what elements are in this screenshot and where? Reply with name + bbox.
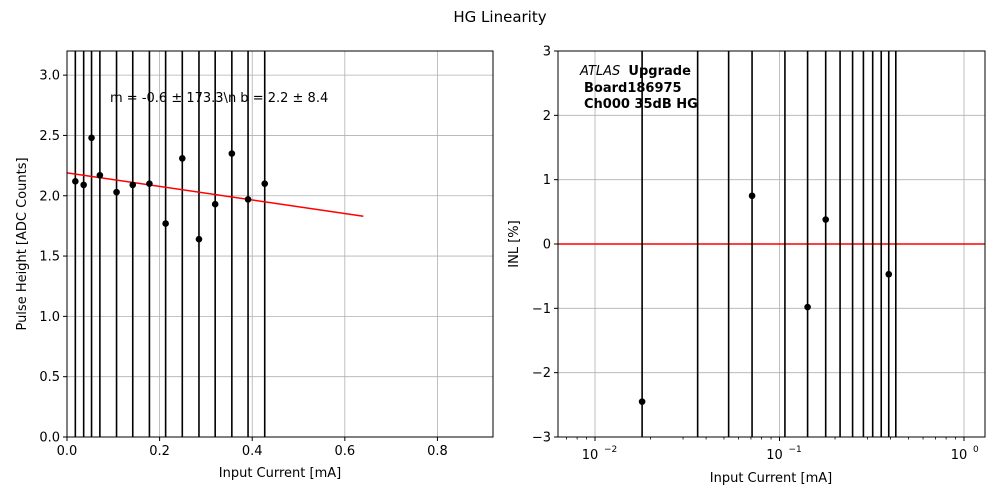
axes-frame <box>557 50 986 438</box>
y-tick-label: −2 <box>532 366 551 381</box>
y-tick-label: −3 <box>532 431 551 446</box>
x-axis-label: Input Current [mA] <box>219 466 341 481</box>
y-axis-label: Pulse Height [ADC Counts] <box>15 157 30 330</box>
x-tick-label: 0.6 <box>334 444 355 459</box>
x-tick-label: 10 <box>582 448 599 463</box>
data-point <box>113 188 120 196</box>
y-tick-label: 1.0 <box>39 310 60 325</box>
data-point <box>804 303 811 311</box>
x-tick-label: 10 <box>951 448 968 463</box>
x-tick-exponent: −2 <box>604 445 617 455</box>
data-point <box>822 216 829 223</box>
data-point <box>96 171 104 179</box>
data-point <box>88 134 95 142</box>
upgrade-label: Upgrade <box>628 64 691 79</box>
data-point <box>129 181 137 189</box>
y-tick-label: 0.5 <box>39 370 60 385</box>
data-point <box>228 150 236 157</box>
data-point <box>748 192 756 200</box>
fit-line-group <box>66 172 364 217</box>
data-point <box>885 270 893 278</box>
data-point <box>244 196 252 203</box>
data-point <box>162 220 169 227</box>
atlas-label: ATLAS <box>579 64 620 79</box>
y-tick-label: 1 <box>543 173 551 188</box>
atlas-annotation: ATLAS Upgrade <box>579 64 691 79</box>
x-tick-exponent: −1 <box>788 445 801 455</box>
y-tick-label: 0.0 <box>39 431 60 446</box>
data-point <box>178 155 186 162</box>
data-points <box>638 192 893 405</box>
y-tick-label: 2 <box>543 109 551 124</box>
data-point <box>72 177 79 185</box>
plot-area <box>67 51 493 437</box>
x-tick-label: 0.0 <box>57 444 78 459</box>
linearity-panel: 0.0 0.2 0.4 0.6 0.8 0.0 0.5 1.0 1.5 2.0 2.5 3.0 m =… <box>15 50 494 481</box>
board-label: Board186975 <box>584 81 682 96</box>
x-tick-exponent: 0 <box>973 445 979 455</box>
x-axis-label: Input Current [mA] <box>710 471 832 486</box>
data-points <box>72 134 269 243</box>
channel-label: Ch000 35dB HG <box>584 97 698 112</box>
tick-labels: 10 −2 10 −1 10 0 −3 −2 −1 0 1 2 3 <box>532 45 979 464</box>
fit-line <box>66 172 364 217</box>
y-tick-label: 3 <box>543 45 551 60</box>
tick-labels: 0.0 0.2 0.4 0.6 0.8 0.0 0.5 1.0 1.5 2.0 2.5 3.0 <box>39 69 447 459</box>
y-tick-label: 2.0 <box>39 189 60 204</box>
data-point <box>211 200 219 208</box>
data-point <box>146 180 153 187</box>
y-tick-label: 0 <box>543 238 551 253</box>
x-tick-label: 0.2 <box>149 444 170 459</box>
data-point <box>80 181 87 189</box>
y-tick-label: −1 <box>532 302 551 317</box>
data-point <box>195 235 203 243</box>
fit-annotation: m = -0.6 ± 173.3\n b = 2.2 ± 8.4 <box>110 91 328 106</box>
axes-frame <box>66 50 494 438</box>
data-point <box>638 398 646 405</box>
data-point <box>261 180 269 187</box>
x-tick-label: 0.8 <box>427 444 448 459</box>
error-lines <box>74 51 266 437</box>
y-tick-label: 3.0 <box>39 69 60 84</box>
x-tick-label: 10 <box>766 448 783 463</box>
y-tick-label: 1.5 <box>39 250 60 265</box>
error-lines <box>641 51 897 437</box>
y-tick-label: 2.5 <box>39 129 60 144</box>
inl-panel: 10 −2 10 −1 10 0 −3 −2 −1 0 1 2 3 ATLAS Upgrade Boar… <box>507 45 986 486</box>
figure-title: HG Linearity <box>453 8 546 26</box>
y-axis-label: INL [%] <box>507 220 522 267</box>
x-tick-label: 0.4 <box>242 444 263 459</box>
